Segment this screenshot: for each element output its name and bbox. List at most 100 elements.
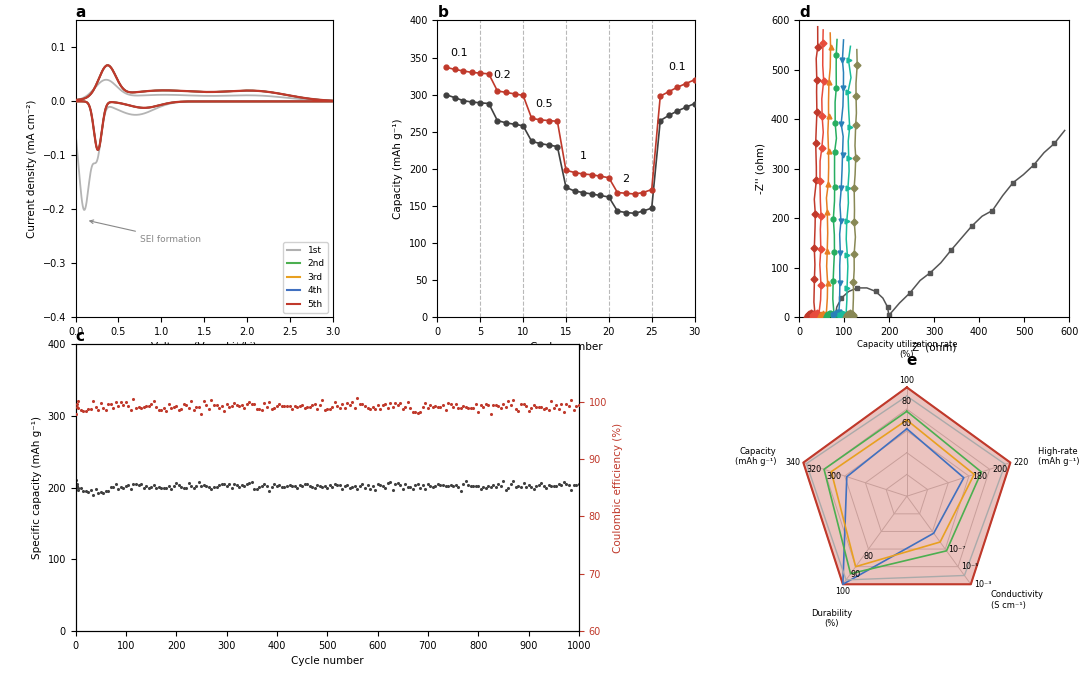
Point xyxy=(301,480,319,491)
Point xyxy=(464,481,482,492)
Point xyxy=(180,402,198,413)
Point xyxy=(530,401,548,412)
Point xyxy=(542,480,559,491)
Point xyxy=(198,400,215,411)
Point xyxy=(359,480,376,491)
Point xyxy=(173,481,190,492)
Point xyxy=(362,484,379,494)
Point xyxy=(268,400,285,411)
Point xyxy=(535,481,552,492)
Text: 2: 2 xyxy=(622,174,630,183)
Point xyxy=(127,402,145,413)
Point xyxy=(279,401,296,412)
Point xyxy=(306,482,323,493)
Point xyxy=(260,485,278,496)
Point xyxy=(271,479,288,490)
Point xyxy=(326,396,343,407)
Point xyxy=(542,396,559,406)
Polygon shape xyxy=(804,387,1011,584)
Point xyxy=(374,481,391,492)
Point xyxy=(381,398,399,409)
Point xyxy=(319,482,336,493)
Point xyxy=(72,404,90,415)
Point xyxy=(143,481,160,492)
Point xyxy=(445,402,462,413)
Point xyxy=(512,399,529,410)
X-axis label: Voltage (V vs. Li⁺/Li): Voltage (V vs. Li⁺/Li) xyxy=(151,342,257,353)
Point xyxy=(77,406,94,417)
Point xyxy=(555,477,572,488)
Point xyxy=(349,484,366,494)
Point xyxy=(190,402,207,413)
Point xyxy=(364,481,381,492)
Point xyxy=(140,483,158,494)
Point xyxy=(82,484,99,495)
Point xyxy=(256,479,273,490)
Point xyxy=(497,402,514,413)
Point xyxy=(120,479,137,490)
Text: Capacity
(mAh g⁻¹): Capacity (mAh g⁻¹) xyxy=(734,447,777,466)
Point xyxy=(233,479,251,490)
Point xyxy=(165,402,183,413)
Point xyxy=(82,404,99,415)
Point xyxy=(519,479,537,490)
Point xyxy=(198,480,215,491)
Point xyxy=(515,398,532,409)
Point xyxy=(195,396,213,406)
Point xyxy=(474,482,491,493)
Point xyxy=(472,400,489,411)
Point xyxy=(512,481,529,492)
Point xyxy=(222,400,240,411)
Point xyxy=(148,401,165,412)
Point xyxy=(130,402,147,413)
Point xyxy=(336,480,353,491)
Point xyxy=(245,484,262,494)
Text: 320: 320 xyxy=(806,465,821,474)
Point xyxy=(437,404,455,415)
Point xyxy=(411,407,429,418)
Point xyxy=(332,479,349,490)
Point xyxy=(90,488,107,499)
Point xyxy=(190,476,207,487)
Point xyxy=(77,486,94,496)
Point xyxy=(200,481,217,492)
Point xyxy=(125,394,143,404)
Point xyxy=(328,401,346,412)
Point xyxy=(555,406,572,417)
Point xyxy=(485,399,502,410)
Point xyxy=(525,484,542,494)
Point xyxy=(489,401,507,412)
Point xyxy=(532,478,550,489)
Point xyxy=(341,400,359,411)
Point xyxy=(90,404,107,415)
Point xyxy=(517,481,535,492)
Point xyxy=(319,403,336,414)
Point xyxy=(455,479,472,490)
Point xyxy=(379,478,396,489)
Point xyxy=(173,403,190,414)
Point xyxy=(449,403,467,414)
Point xyxy=(213,479,230,490)
Text: 0.5: 0.5 xyxy=(536,100,553,109)
Point xyxy=(334,399,351,410)
Point xyxy=(75,406,92,417)
Point xyxy=(183,481,200,492)
Point xyxy=(167,477,185,488)
Point xyxy=(68,481,85,492)
Point xyxy=(565,479,582,490)
Text: a: a xyxy=(76,5,86,20)
Point xyxy=(480,400,497,411)
Point xyxy=(434,479,451,490)
Point xyxy=(279,480,296,491)
Point xyxy=(120,400,137,411)
Point xyxy=(248,484,266,494)
Text: d: d xyxy=(799,5,810,20)
Point xyxy=(568,480,585,491)
Point xyxy=(523,481,540,492)
Point xyxy=(298,478,315,489)
Point xyxy=(455,400,472,411)
Point xyxy=(545,402,563,413)
Point xyxy=(258,480,275,491)
Point xyxy=(311,399,328,410)
Point xyxy=(148,482,165,493)
